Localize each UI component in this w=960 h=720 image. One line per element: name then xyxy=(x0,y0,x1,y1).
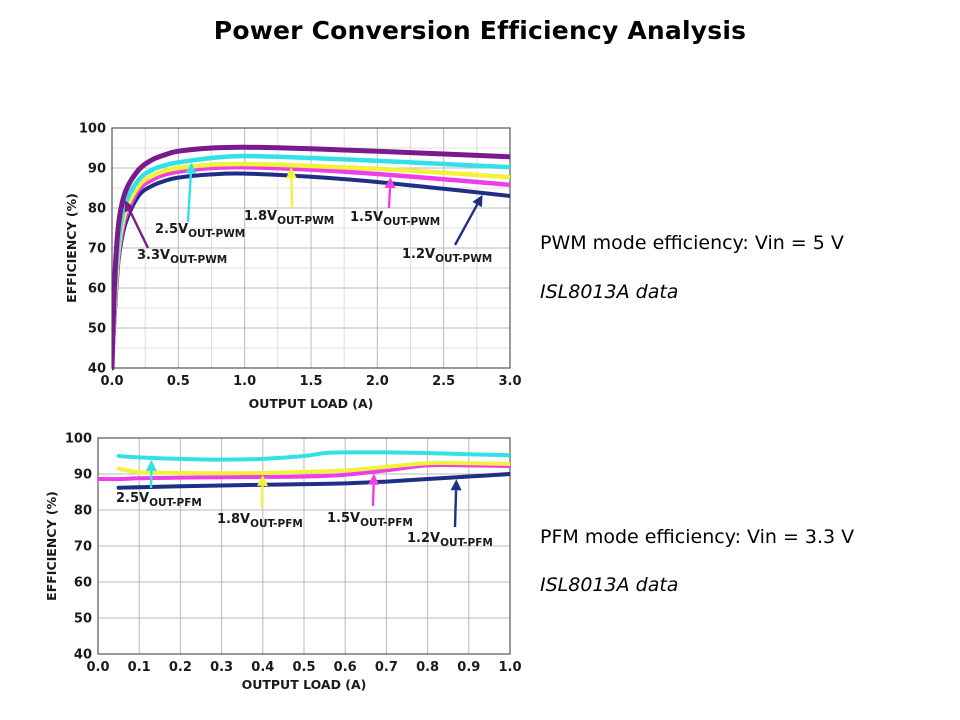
pfm-y-tick-label: 50 xyxy=(74,612,92,627)
pwm-plot-frame xyxy=(111,127,511,369)
pwm-data-source: ISL8013A data xyxy=(540,281,679,303)
pwm-annotation-arrow-2-5v xyxy=(186,173,193,223)
pfm-annotation-label-2-5v: 2.5VOUT-PFM xyxy=(116,491,202,509)
pfm-annotation-label-1-2v: 1.2VOUT-PFM xyxy=(407,531,493,549)
pwm-x-tick-label: 0.0 xyxy=(100,374,123,389)
pwm-annotation-arrowhead-1-5v xyxy=(384,177,396,189)
pwm-annotation-arrowhead-2-5v xyxy=(185,162,197,174)
pfm-x-tick-label: 0.0 xyxy=(86,660,109,675)
pwm-y-tick-label: 40 xyxy=(88,362,106,377)
pfm-y-tick-label: 100 xyxy=(65,432,92,447)
pwm-x-tick-label: 0.5 xyxy=(167,374,190,389)
pfm-annotation-arrowhead-1-2v xyxy=(450,479,462,491)
pfm-y-tick-label: 60 xyxy=(74,576,92,591)
pwm-annotation-label-3-3v: 3.3VOUT-PWM xyxy=(137,248,227,266)
pfm-y-axis-title: EFFICIENCY (%) xyxy=(44,491,59,601)
pfm-data-source: ISL8013A data xyxy=(540,574,679,596)
pwm-x-axis-title: OUTPUT LOAD (A) xyxy=(249,396,374,411)
pfm-x-tick-label: 0.4 xyxy=(251,660,274,675)
pfm-series-line-1-8v xyxy=(116,460,510,476)
pwm-annotation-label-1-8v: 1.8VOUT-PWM xyxy=(244,209,334,227)
pfm-annotation-arrowhead-1-8v xyxy=(257,474,268,486)
pwm-annotation-label-2-5v: 2.5VOUT-PWM xyxy=(155,222,245,240)
pwm-annotation-arrow-1-8v xyxy=(290,178,294,209)
pwm-annotation-arrow-1-2v xyxy=(453,203,479,246)
pfm-mode-description: PFM mode efficiency: Vin = 3.3 V xyxy=(540,526,855,548)
pfm-x-tick-label: 0.2 xyxy=(169,660,192,675)
pfm-x-tick-label: 0.6 xyxy=(334,660,357,675)
pwm-y-tick-label: 70 xyxy=(88,242,106,257)
pwm-series-line-3-3v xyxy=(112,144,510,371)
pfm-series-line-1-5v xyxy=(98,462,510,482)
pwm-annotation-label-1-5v: 1.5VOUT-PWM xyxy=(350,210,440,228)
pfm-plot-frame xyxy=(97,437,511,655)
pfm-annotation-arrowhead-2-5v xyxy=(145,459,157,471)
pfm-y-tick-label: 80 xyxy=(74,504,92,519)
pfm-x-tick-label: 1.0 xyxy=(498,660,521,675)
pfm-x-tick-label: 0.7 xyxy=(375,660,398,675)
pfm-series-line-2-5v xyxy=(116,450,510,462)
pwm-annotation-label-1-2v: 1.2VOUT-PWM xyxy=(402,247,492,265)
pwm-y-tick-label: 90 xyxy=(88,162,106,177)
pfm-annotation-arrow-1-2v xyxy=(453,490,458,528)
pwm-x-tick-label: 1.0 xyxy=(233,374,256,389)
pwm-y-tick-label: 80 xyxy=(88,202,106,217)
pwm-x-tick-label: 1.5 xyxy=(299,374,322,389)
pfm-x-tick-label: 0.3 xyxy=(210,660,233,675)
pfm-annotation-arrowhead-1-5v xyxy=(368,473,380,485)
pfm-x-tick-label: 0.5 xyxy=(292,660,315,675)
pwm-annotation-arrow-1-5v xyxy=(387,187,392,209)
pfm-y-tick-label: 70 xyxy=(74,540,92,555)
pfm-annotation-arrow-1-8v xyxy=(260,485,264,509)
pwm-x-tick-label: 2.5 xyxy=(432,374,455,389)
pwm-annotation-arrowhead-1-2v xyxy=(472,194,483,208)
pwm-y-tick-label: 60 xyxy=(88,282,106,297)
pwm-y-axis-title: EFFICIENCY (%) xyxy=(64,193,79,303)
pwm-annotation-arrowhead-3-3v xyxy=(124,200,135,213)
pwm-annotation-arrow-3-3v xyxy=(128,209,150,249)
pwm-mode-description: PWM mode efficiency: Vin = 5 V xyxy=(540,232,844,254)
pfm-y-tick-label: 40 xyxy=(74,648,92,663)
slide-title: Power Conversion Efficiency Analysis xyxy=(213,16,747,45)
pfm-x-tick-label: 0.8 xyxy=(416,660,439,675)
pfm-annotation-label-1-8v: 1.8VOUT-PFM xyxy=(217,512,303,530)
pfm-annotation-label-1-5v: 1.5VOUT-PFM xyxy=(327,511,413,529)
pwm-x-tick-label: 2.0 xyxy=(366,374,389,389)
pwm-annotation-arrowhead-1-8v xyxy=(285,167,297,179)
pfm-series-line-1-2v xyxy=(116,472,510,490)
pfm-x-tick-label: 0.9 xyxy=(457,660,480,675)
pwm-x-tick-label: 3.0 xyxy=(498,374,521,389)
pfm-x-axis-title: OUTPUT LOAD (A) xyxy=(242,677,367,692)
pwm-y-tick-label: 50 xyxy=(88,322,106,337)
pfm-annotation-arrow-1-5v xyxy=(371,484,375,507)
pfm-x-tick-label: 0.1 xyxy=(128,660,151,675)
pfm-y-tick-label: 90 xyxy=(74,468,92,483)
pwm-y-tick-label: 100 xyxy=(79,122,106,137)
